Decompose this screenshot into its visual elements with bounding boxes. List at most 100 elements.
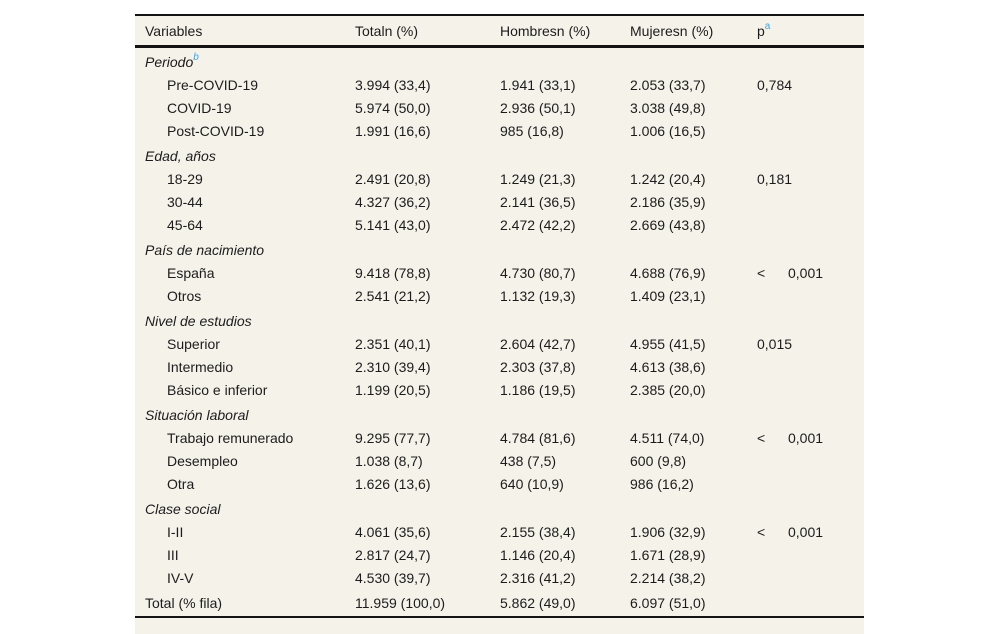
cell-p: 0,015: [757, 335, 793, 352]
section-row: Nivel de estudios: [135, 309, 864, 332]
table-row: Intermedio 2.310 (39,4) 2.303 (37,8) 4.6…: [135, 355, 864, 378]
row-label: Básico e inferior: [167, 381, 268, 398]
cell-hombres: 438 (7,5): [500, 452, 557, 469]
table-row: 18-29 2.491 (20,8) 1.249 (21,3) 1.242 (2…: [135, 167, 864, 190]
table-header-row: Variables Totaln (%) Hombresn (%) Mujere…: [135, 16, 864, 48]
cell-total: 2.491 (20,8): [355, 170, 431, 187]
row-label: Desempleo: [167, 452, 238, 469]
cell-hombres: 1.186 (19,5): [500, 381, 576, 398]
cell-mujeres: 1.006 (16,5): [630, 122, 706, 139]
row-label: 45-64: [167, 216, 203, 233]
column-header-variables: Variables: [145, 22, 203, 39]
table-row: Básico e inferior 1.199 (20,5) 1.186 (19…: [135, 378, 864, 401]
cell-total: 4.327 (36,2): [355, 193, 431, 210]
cell-hombres: 1.146 (20,4): [500, 546, 576, 563]
cell-total: 4.530 (39,7): [355, 569, 431, 586]
cell-total: 2.541 (21,2): [355, 287, 431, 304]
row-label: COVID-19: [167, 99, 232, 116]
row-label: IV-V: [167, 569, 194, 586]
cell-mujeres: 986 (16,2): [630, 475, 694, 492]
section-label: Situación laboral: [145, 406, 249, 423]
cell-hombres: 1.941 (33,1): [500, 76, 576, 93]
section-row: Edad, años: [135, 144, 864, 167]
footnote-marker-a: a: [764, 20, 771, 32]
cell-total: 9.295 (77,7): [355, 429, 431, 446]
table-row: Otros 2.541 (21,2) 1.132 (19,3) 1.409 (2…: [135, 284, 864, 307]
cell-mujeres: 1.671 (28,9): [630, 546, 706, 563]
cell-p: <0,001: [757, 523, 824, 540]
cell-mujeres: 2.669 (43,8): [630, 216, 706, 233]
cell-total: 2.310 (39,4): [355, 358, 431, 375]
footnote-marker-b: b: [193, 51, 199, 63]
row-label: Otros: [167, 287, 202, 304]
cell-mujeres: 2.186 (35,9): [630, 193, 706, 210]
cell-total: 1.038 (8,7): [355, 452, 423, 469]
statistics-table: Variables Totaln (%) Hombresn (%) Mujere…: [135, 14, 864, 634]
cell-total: 11.959 (100,0): [355, 594, 446, 611]
cell-mujeres: 4.955 (41,5): [630, 335, 706, 352]
table-row: Trabajo remunerado 9.295 (77,7) 4.784 (8…: [135, 426, 864, 449]
table-row: España 9.418 (78,8) 4.730 (80,7) 4.688 (…: [135, 261, 864, 284]
section-row: Clase social: [135, 497, 864, 520]
cell-hombres: 4.730 (80,7): [500, 264, 576, 281]
table-row: 45-64 5.141 (43,0) 2.472 (42,2) 2.669 (4…: [135, 213, 864, 236]
cell-hombres: 2.155 (38,4): [500, 523, 576, 540]
cell-total: 2.817 (24,7): [355, 546, 431, 563]
section-row: Situación laboral: [135, 403, 864, 426]
table-row: I-II 4.061 (35,6) 2.155 (38,4) 1.906 (32…: [135, 520, 864, 543]
cell-hombres: 2.141 (36,5): [500, 193, 576, 210]
section-label: Clase social: [145, 500, 221, 517]
row-label: 30-44: [167, 193, 203, 210]
cell-hombres: 5.862 (49,0): [500, 594, 576, 611]
cell-mujeres: 3.038 (49,8): [630, 99, 706, 116]
cell-total: 5.974 (50,0): [355, 99, 431, 116]
cell-mujeres: 4.613 (38,6): [630, 358, 706, 375]
table-row: III 2.817 (24,7) 1.146 (20,4) 1.671 (28,…: [135, 543, 864, 566]
cell-total: 1.199 (20,5): [355, 381, 431, 398]
section-row: Periodob: [135, 50, 864, 73]
cell-hombres: 2.604 (42,7): [500, 335, 576, 352]
cell-mujeres: 6.097 (51,0): [630, 594, 706, 611]
total-row: Total (% fila) 11.959 (100,0) 5.862 (49,…: [135, 591, 864, 614]
cell-mujeres: 1.409 (23,1): [630, 287, 706, 304]
cell-total: 1.991 (16,6): [355, 122, 431, 139]
cell-hombres: 2.316 (41,2): [500, 569, 576, 586]
less-than-sign: <: [757, 264, 766, 281]
cell-mujeres: 600 (9,8): [630, 452, 687, 469]
cell-p: 0,181: [757, 170, 793, 187]
cell-p: <0,001: [757, 264, 824, 281]
less-than-sign: <: [757, 429, 766, 446]
row-label: Superior: [167, 335, 220, 352]
cell-total: 2.351 (40,1): [355, 335, 431, 352]
cell-p: <0,001: [757, 429, 824, 446]
section-row: País de nacimiento: [135, 238, 864, 261]
row-label: Total (% fila): [145, 594, 223, 611]
section-label: País de nacimiento: [145, 241, 265, 258]
table-row: Desempleo 1.038 (8,7) 438 (7,5) 600 (9,8…: [135, 449, 864, 472]
cell-mujeres: 2.214 (38,2): [630, 569, 706, 586]
cell-total: 1.626 (13,6): [355, 475, 431, 492]
row-label: Pre-COVID-19: [167, 76, 259, 93]
cell-mujeres: 1.242 (20,4): [630, 170, 706, 187]
row-label: 18-29: [167, 170, 203, 187]
row-label: Otra: [167, 475, 195, 492]
row-label: I-II: [167, 523, 184, 540]
column-header-hombres: Hombresn (%): [500, 22, 591, 39]
row-label: España: [167, 264, 215, 281]
cell-hombres: 2.936 (50,1): [500, 99, 576, 116]
cell-total: 3.994 (33,4): [355, 76, 431, 93]
table-row: IV-V 4.530 (39,7) 2.316 (41,2) 2.214 (38…: [135, 566, 864, 589]
bottom-rule: [135, 616, 864, 618]
cell-mujeres: 1.906 (32,9): [630, 523, 706, 540]
table-row: Otra 1.626 (13,6) 640 (10,9) 986 (16,2): [135, 472, 864, 495]
cell-mujeres: 2.053 (33,7): [630, 76, 706, 93]
column-header-total: Totaln (%): [355, 22, 419, 39]
cell-total: 9.418 (78,8): [355, 264, 431, 281]
table-row: Post-COVID-19 1.991 (16,6) 985 (16,8) 1.…: [135, 119, 864, 142]
less-than-sign: <: [757, 523, 766, 540]
row-label: Trabajo remunerado: [167, 429, 294, 446]
table-row: Pre-COVID-19 3.994 (33,4) 1.941 (33,1) 2…: [135, 73, 864, 96]
section-label: Nivel de estudios: [145, 312, 252, 329]
cell-total: 4.061 (35,6): [355, 523, 431, 540]
cell-mujeres: 4.688 (76,9): [630, 264, 706, 281]
